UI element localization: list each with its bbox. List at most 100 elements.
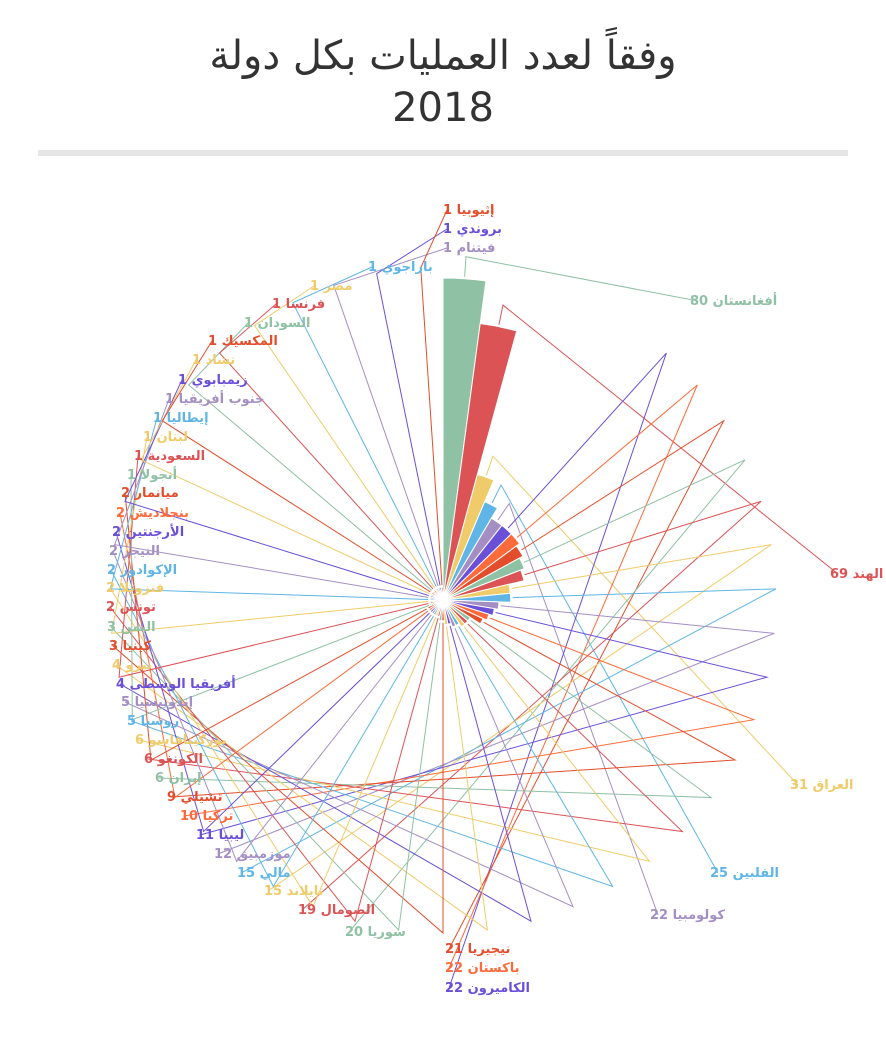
data-label-0: أفغانستان 80	[690, 292, 777, 309]
leader-28	[112, 550, 432, 863]
data-label-8: سوريا 20	[345, 925, 406, 940]
leader-19	[130, 626, 614, 888]
sector-2[interactable]	[442, 473, 495, 601]
data-label-31: ميانمار 2	[121, 486, 179, 501]
data-label-27: الإكوادور 2	[107, 563, 177, 578]
leader-34	[111, 436, 429, 634]
data-label-15: تشيلي 9	[167, 790, 222, 805]
data-label-1: الهند 69	[830, 567, 883, 582]
sector-20[interactable]	[442, 599, 457, 628]
data-label-34: لبنان 1	[143, 430, 188, 445]
leader-7	[448, 419, 725, 950]
leader-1	[498, 304, 839, 575]
data-label-29: الأرجنتين 2	[112, 523, 184, 540]
data-label-13: ليبيا 11	[196, 828, 244, 843]
data-label-33: السعودية 1	[134, 449, 205, 464]
chart-title-block: وفقاً لعدد العمليات بكل دولة 2018	[0, 30, 886, 134]
leader-27	[110, 569, 434, 888]
sector-11[interactable]	[442, 592, 512, 603]
data-label-4: كولومبيا 22	[650, 908, 725, 923]
leader-39	[161, 340, 431, 593]
data-label-11: مالي 15	[237, 866, 291, 881]
data-label-25: تونس 2	[106, 600, 156, 615]
data-label-7: نيجيريا 21	[445, 942, 510, 957]
chart-title: وفقاً لعدد العمليات بكل دولة	[209, 33, 677, 79]
leader-33	[118, 455, 429, 678]
leader-22	[115, 626, 489, 932]
data-label-23: كينيا 3	[109, 639, 151, 654]
data-label-30: بنجلاديش 2	[116, 506, 189, 521]
data-label-21: أفريقيا الوسطى 4	[116, 675, 236, 692]
data-label-45: بروندي 1	[443, 222, 502, 237]
sector-3[interactable]	[442, 501, 499, 601]
title-divider	[38, 150, 848, 156]
data-label-40: السودان 1	[244, 316, 311, 331]
leader-30	[119, 512, 429, 799]
data-label-36: جنوب أفريقيا 1	[165, 390, 264, 407]
data-label-2: العراق 31	[790, 778, 853, 793]
leader-26	[109, 587, 437, 908]
leader-25	[109, 606, 439, 923]
data-label-12: موزمبيق 12	[214, 847, 291, 862]
data-label-6: باكستان 22	[445, 961, 519, 976]
leader-5	[448, 352, 667, 989]
leader-3	[491, 483, 719, 874]
leader-9	[301, 500, 762, 911]
data-label-19: روسيا 5	[127, 714, 179, 729]
data-label-9: الصومال 19	[298, 903, 375, 918]
data-label-17: الكونغو 6	[144, 752, 203, 767]
data-label-18: بوركينافاسو 6	[135, 733, 226, 748]
data-label-20: إندونيسيا 5	[121, 695, 193, 710]
leader-12	[217, 605, 775, 855]
data-label-43: باراجوي 1	[368, 260, 433, 275]
leader-35	[109, 417, 429, 601]
leader-lines	[109, 209, 839, 989]
sector-7[interactable]	[442, 545, 524, 601]
data-label-28: النيجر 2	[109, 544, 160, 559]
leader-14	[183, 617, 756, 817]
data-label-32: أنجولا 1	[127, 466, 177, 483]
leader-24	[110, 622, 441, 932]
leader-13	[199, 612, 769, 836]
data-label-5: الكاميرون 22	[445, 981, 530, 996]
data-label-46: إثيوبيا 1	[443, 203, 494, 218]
leader-44	[333, 247, 448, 587]
leader-4	[497, 502, 659, 916]
data-label-10: تايلاند 15	[264, 884, 324, 899]
sector-46[interactable]	[440, 586, 444, 601]
leader-40	[187, 322, 432, 591]
data-label-3: الفلبين 25	[710, 866, 779, 881]
leader-18	[138, 626, 651, 863]
leader-11	[240, 588, 777, 874]
leader-20	[124, 627, 574, 908]
sector-6[interactable]	[442, 533, 521, 601]
data-label-16: إيران 6	[155, 771, 202, 786]
data-label-14: تركيا 10	[180, 809, 233, 824]
leader-29	[115, 531, 430, 833]
leader-21	[119, 625, 532, 923]
data-label-42: مصر 1	[310, 279, 353, 294]
leader-0	[464, 256, 699, 302]
data-label-22: بيرو 4	[112, 658, 152, 673]
leader-42	[253, 285, 435, 588]
leader-10	[267, 544, 772, 892]
leader-41	[218, 303, 434, 590]
leader-36	[113, 398, 429, 599]
sector-22[interactable]	[442, 599, 449, 626]
sector-8[interactable]	[442, 557, 526, 601]
leader-31	[124, 492, 427, 761]
data-label-35: إيطاليا 1	[153, 411, 209, 426]
chart-subtitle: 2018	[392, 85, 494, 131]
leader-17	[147, 623, 684, 833]
data-label-26: فنزويلا 2	[106, 581, 164, 596]
leader-23	[112, 622, 444, 935]
data-label-38: تشاد 1	[192, 353, 235, 368]
leader-8	[348, 459, 746, 933]
leader-2	[485, 455, 799, 786]
sector-18[interactable]	[442, 599, 466, 628]
sectors	[427, 277, 526, 628]
leader-43	[292, 266, 437, 587]
sector-9[interactable]	[442, 569, 525, 601]
leader-46	[420, 209, 448, 586]
